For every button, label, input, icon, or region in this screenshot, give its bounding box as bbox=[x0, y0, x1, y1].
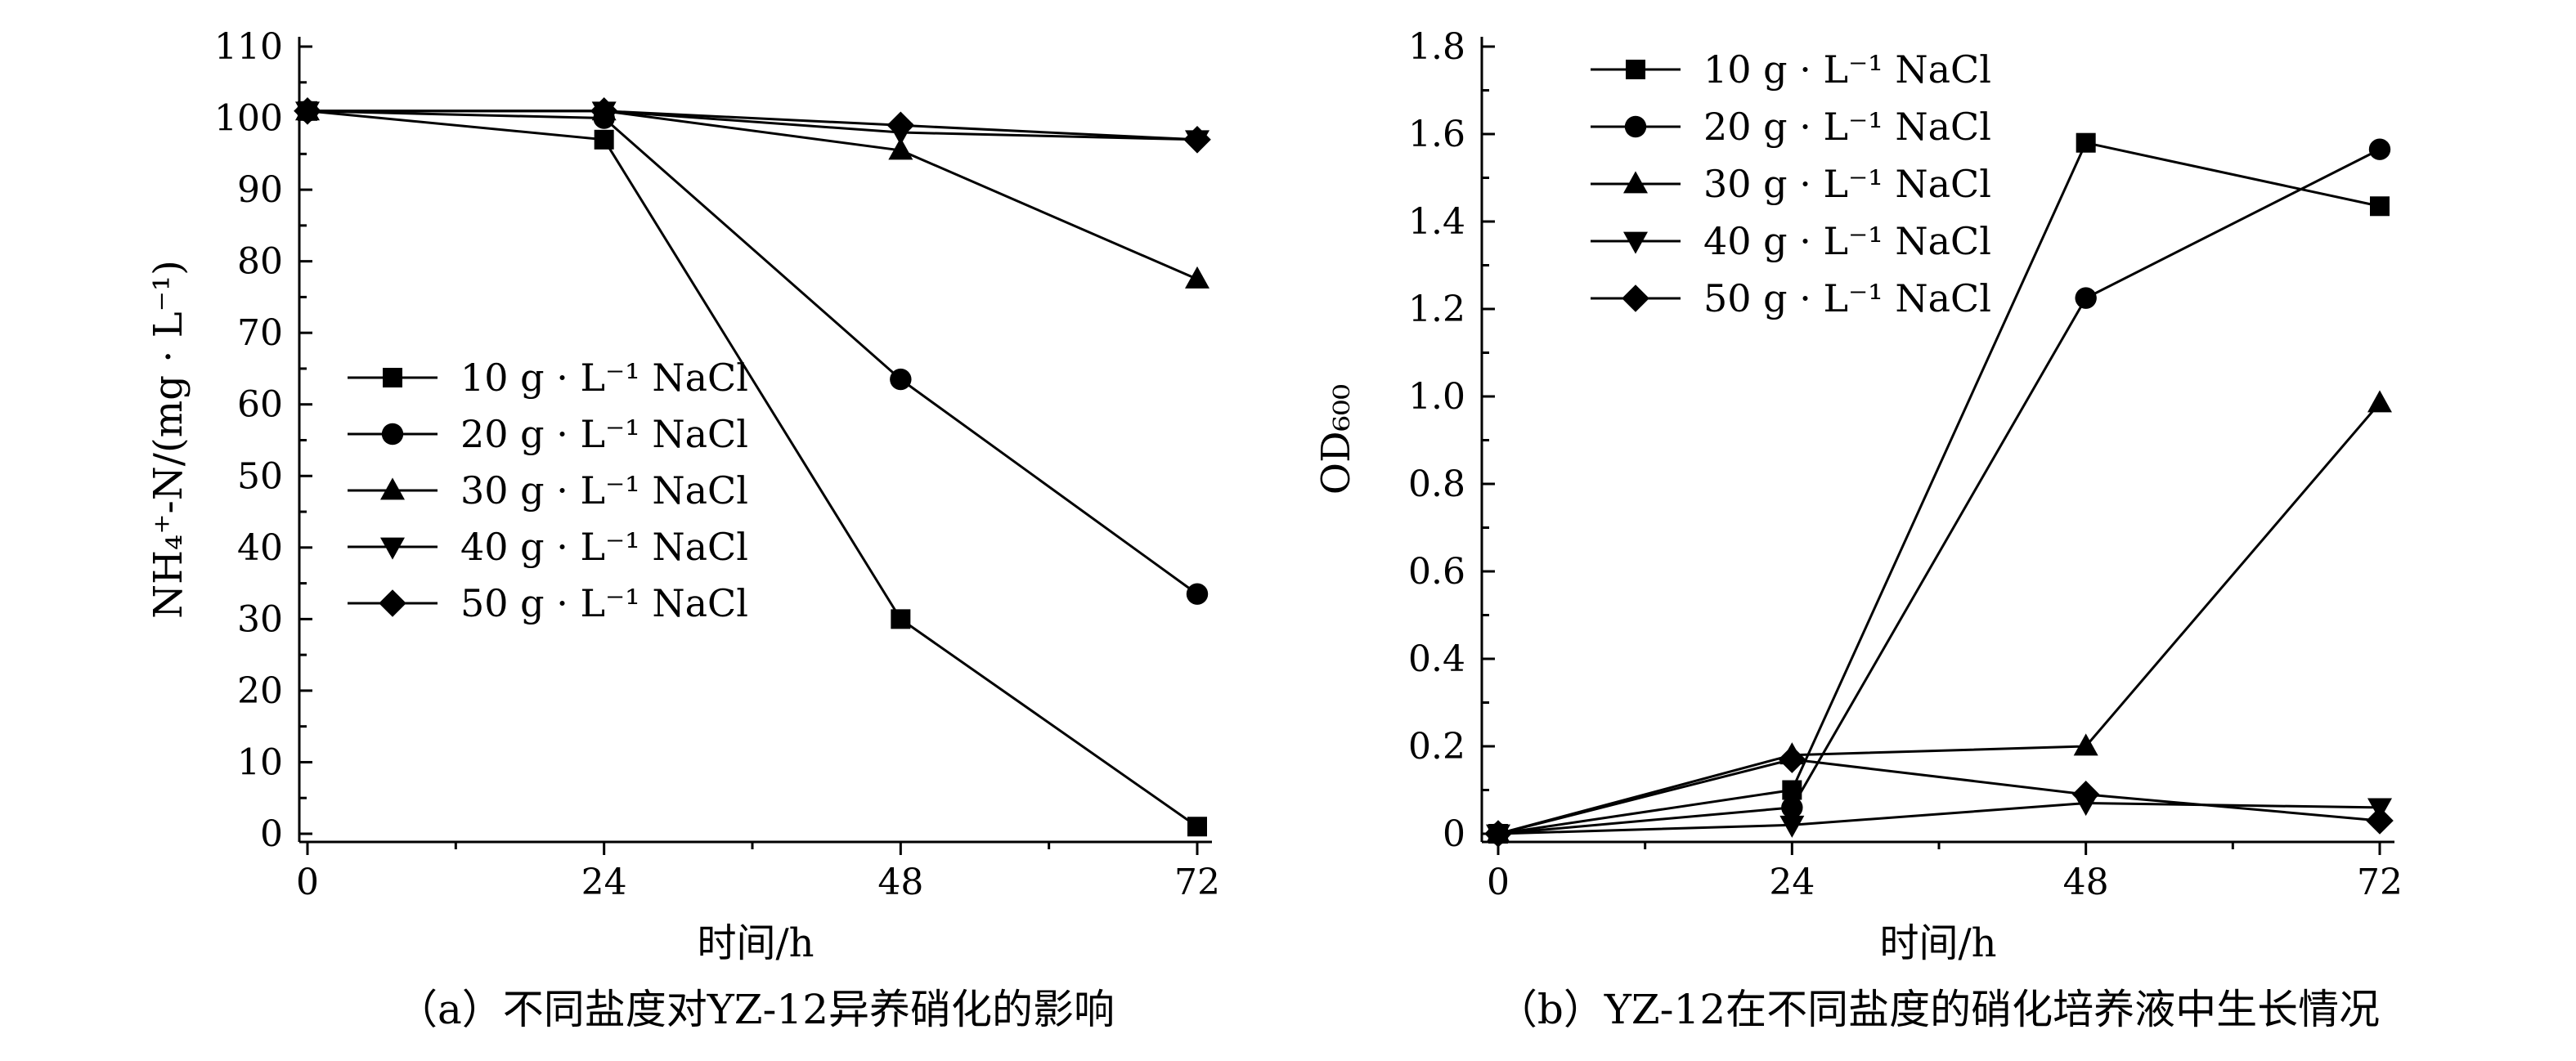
data-point bbox=[2075, 287, 2097, 309]
legend-marker bbox=[379, 589, 406, 617]
legend-marker bbox=[1622, 284, 1649, 312]
data-point bbox=[2366, 807, 2394, 835]
y-axis-title: OD₆₀₀ bbox=[1313, 384, 1359, 495]
legend-marker bbox=[383, 368, 402, 387]
legend-label: 10 g · L⁻¹ NaCl bbox=[1703, 47, 1991, 92]
data-point bbox=[2071, 781, 2100, 808]
data-point bbox=[2073, 733, 2098, 756]
data-point bbox=[891, 609, 911, 629]
y-tick-label: 100 bbox=[214, 98, 283, 140]
y-tick-label: 1.0 bbox=[1408, 376, 1465, 418]
y-tick-label: 20 bbox=[237, 670, 283, 712]
legend-label: 40 g · L⁻¹ NaCl bbox=[460, 525, 748, 569]
series-line bbox=[1497, 402, 2381, 835]
panel-b-od600-chart: 0 0.2 0.4 0.6 0.8 1.0 1.2 1.4 1.6 1.8 0 24 48 72 时间/h O… bbox=[1313, 26, 2403, 1033]
legend-label: 40 g · L⁻¹ NaCl bbox=[1703, 219, 1991, 263]
y-tick-label: 1.4 bbox=[1408, 201, 1465, 243]
y-tick-label: 10 bbox=[237, 741, 283, 783]
y-axis-title: NH₄⁺-N/(mg · L⁻¹) bbox=[146, 260, 191, 619]
y-tick-label: 90 bbox=[237, 169, 283, 211]
x-tick-label: 72 bbox=[1174, 862, 1220, 903]
legend-label: 30 g · L⁻¹ NaCl bbox=[1703, 162, 1991, 206]
series-line bbox=[307, 110, 1198, 828]
panel-a-nh4-chart: 0 10 20 30 40 50 60 70 80 90 100 110 0 24 48 72 时间/h NH₄⁺… bbox=[146, 26, 1220, 1033]
data-point bbox=[2368, 138, 2391, 160]
x-tick-label: 24 bbox=[1769, 862, 1815, 903]
x-tick-label: 48 bbox=[2063, 862, 2109, 903]
y-tick-label: 0.2 bbox=[1408, 726, 1465, 768]
y-tick-label: 50 bbox=[237, 455, 283, 497]
y-tick-label: 1.2 bbox=[1408, 289, 1465, 330]
y-tick-label: 60 bbox=[237, 384, 283, 426]
legend-marker bbox=[1623, 231, 1648, 254]
data-point bbox=[1187, 817, 1207, 837]
y-tick-label: 0 bbox=[260, 813, 283, 855]
data-point bbox=[1183, 126, 1211, 154]
figure-caption: （b）YZ-12在不同盐度的硝化培养液中生长情况 bbox=[1497, 986, 2380, 1033]
y-tick-label: 70 bbox=[237, 312, 283, 354]
legend-label: 30 g · L⁻¹ NaCl bbox=[460, 468, 748, 513]
data-point bbox=[2367, 390, 2392, 413]
legend-label: 10 g · L⁻¹ NaCl bbox=[460, 356, 748, 400]
figure-caption: （a）不同盐度对YZ-12异养硝化的影响 bbox=[397, 986, 1115, 1033]
y-tick-label: 40 bbox=[237, 527, 283, 569]
legend-label: 20 g · L⁻¹ NaCl bbox=[460, 412, 748, 456]
data-point bbox=[1781, 796, 1803, 819]
data-point bbox=[890, 368, 912, 391]
data-point bbox=[1484, 820, 1512, 848]
y-tick-label: 110 bbox=[214, 26, 283, 68]
x-axis-title: 时间/h bbox=[1879, 920, 1996, 966]
y-tick-label: 1.6 bbox=[1408, 114, 1465, 155]
data-point bbox=[2370, 196, 2390, 217]
data-point bbox=[590, 96, 618, 125]
x-tick-label: 0 bbox=[296, 862, 319, 903]
data-point bbox=[886, 111, 915, 140]
data-point bbox=[2076, 132, 2096, 153]
y-tick-label: 0.4 bbox=[1408, 638, 1465, 680]
y-tick-label: 80 bbox=[237, 241, 283, 283]
data-point bbox=[294, 96, 321, 125]
legend-marker bbox=[1626, 60, 1645, 79]
data-point bbox=[888, 137, 913, 160]
legend-label: 20 g · L⁻¹ NaCl bbox=[1703, 105, 1991, 149]
legend-marker bbox=[1623, 171, 1648, 194]
series-line bbox=[1497, 148, 2381, 835]
x-tick-label: 0 bbox=[1487, 862, 1510, 903]
series-line bbox=[1497, 758, 2381, 835]
legend-label: 50 g · L⁻¹ NaCl bbox=[1703, 276, 1991, 320]
y-tick-label: 30 bbox=[237, 598, 283, 640]
legend-marker bbox=[381, 423, 404, 445]
data-point bbox=[1779, 815, 1805, 838]
x-tick-label: 48 bbox=[877, 862, 923, 903]
y-tick-label: 0.8 bbox=[1408, 463, 1465, 505]
x-tick-label: 24 bbox=[581, 862, 627, 903]
data-point bbox=[594, 129, 614, 150]
legend-label: 50 g · L⁻¹ NaCl bbox=[460, 581, 748, 625]
legend-marker bbox=[380, 477, 405, 500]
series-line bbox=[1497, 802, 2381, 835]
y-tick-label: 0 bbox=[1443, 813, 1465, 855]
series-line bbox=[307, 110, 1198, 141]
legend-marker bbox=[1624, 115, 1647, 138]
data-point bbox=[1185, 266, 1209, 289]
y-tick-label: 1.8 bbox=[1408, 26, 1465, 68]
data-point bbox=[1186, 583, 1209, 605]
x-axis-title: 时间/h bbox=[697, 920, 814, 966]
data-point bbox=[1778, 745, 1806, 773]
x-tick-label: 72 bbox=[2357, 862, 2403, 903]
legend-marker bbox=[380, 537, 405, 560]
series-line bbox=[1497, 141, 2381, 835]
series-line bbox=[307, 110, 1198, 595]
y-tick-label: 0.6 bbox=[1408, 551, 1465, 593]
